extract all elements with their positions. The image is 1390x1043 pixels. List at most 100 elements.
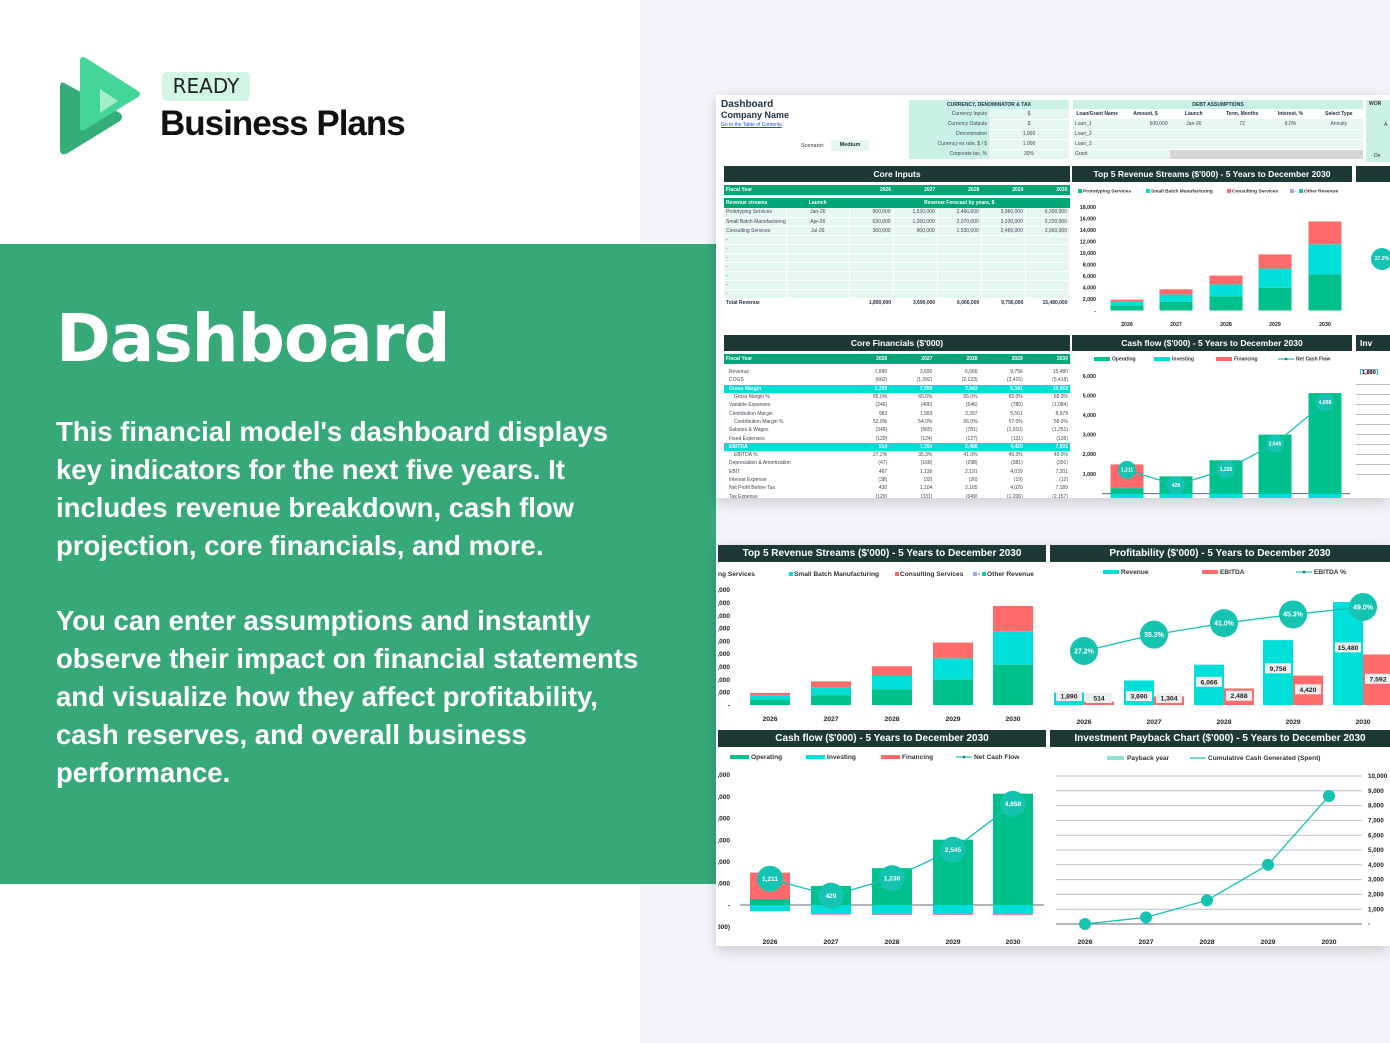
table-cell[interactable] — [1025, 271, 1071, 281]
table-cell[interactable]: 3,960,000 — [1025, 226, 1071, 236]
table-cell[interactable] — [981, 289, 1026, 299]
table-cell[interactable] — [1169, 139, 1218, 150]
table-cell[interactable]: Jan-26 — [786, 208, 850, 218]
table-cell[interactable] — [1025, 280, 1071, 290]
table-cell[interactable] — [849, 271, 894, 281]
table-cell[interactable] — [1266, 139, 1315, 150]
table-cell[interactable] — [1121, 139, 1170, 150]
table-cell[interactable]: Annuity — [1314, 119, 1363, 130]
table-cell[interactable]: Apr-26 — [786, 217, 850, 227]
table-cell[interactable]: 900,000 — [849, 208, 894, 218]
table-cell[interactable] — [937, 280, 982, 290]
table-cell: 4,039 — [1010, 468, 1023, 475]
table-cell[interactable] — [786, 235, 850, 245]
table-cell[interactable] — [1217, 149, 1267, 160]
table-cell[interactable]: 1,530,000 — [937, 226, 982, 236]
table-cell[interactable] — [1025, 253, 1071, 263]
table-cell[interactable] — [1121, 129, 1170, 140]
row-value[interactable]: 30% — [989, 149, 1069, 160]
table-cell[interactable] — [937, 262, 982, 272]
table-cell[interactable] — [981, 235, 1026, 245]
table-cell[interactable]: 500,000 — [1121, 119, 1170, 130]
company-name: Company Name — [721, 110, 790, 120]
table-cell[interactable]: Jan-26 — [1169, 119, 1218, 130]
table-cell[interactable] — [937, 244, 982, 254]
cashflow-chart-panel: Cash flow ($'000) - 5 Years to December … — [718, 730, 1046, 946]
table-cell[interactable] — [1217, 129, 1267, 140]
table-cell[interactable] — [849, 280, 894, 290]
table-cell[interactable] — [1025, 244, 1071, 254]
table-cell[interactable] — [786, 253, 850, 263]
table-cell[interactable] — [786, 280, 850, 290]
table-cell[interactable] — [786, 244, 850, 254]
table-cell[interactable] — [981, 271, 1026, 281]
hero-band — [0, 244, 716, 884]
table-cell[interactable]: 3,960,000 — [981, 208, 1026, 218]
table-cell[interactable] — [849, 262, 894, 272]
row-value[interactable]: $ — [989, 109, 1069, 120]
scenario-select[interactable]: Medium — [831, 140, 869, 151]
y-tick-label: 2,000 — [718, 690, 730, 697]
table-cell[interactable] — [893, 235, 938, 245]
table-cell[interactable] — [893, 280, 938, 290]
table-cell[interactable] — [937, 235, 982, 245]
table-cell[interactable] — [786, 289, 850, 299]
table-cell[interactable] — [786, 271, 850, 281]
table-cell[interactable] — [981, 280, 1026, 290]
row-value[interactable]: 1,000 — [989, 129, 1069, 140]
table-cell[interactable] — [849, 289, 894, 299]
table-cell[interactable] — [1169, 129, 1218, 140]
table-cell[interactable] — [1314, 139, 1363, 150]
table-cell[interactable] — [849, 244, 894, 254]
table-cell[interactable] — [981, 253, 1026, 263]
bar-investing — [1308, 493, 1342, 498]
data-label-box — [1126, 691, 1152, 701]
table-cell[interactable]: 6,300,000 — [1025, 208, 1071, 218]
table-cell[interactable] — [1025, 262, 1071, 272]
toc-link[interactable]: Go to the Table of Contents — [721, 122, 782, 128]
x-tick-label: 2030 — [1005, 939, 1020, 946]
table-cell[interactable]: Jul-26 — [786, 226, 850, 236]
table-cell[interactable] — [1314, 149, 1363, 160]
legend-label: Operating — [1112, 357, 1136, 363]
table-cell[interactable]: 2,466,000 — [981, 226, 1026, 236]
table-cell[interactable] — [1217, 139, 1267, 150]
table-cell[interactable] — [1025, 289, 1071, 299]
table-cell[interactable] — [849, 253, 894, 263]
table-cell[interactable]: 2,466,000 — [937, 208, 982, 218]
table-cell[interactable]: 2,070,000 — [937, 217, 982, 227]
table-cell[interactable]: 630,000 — [849, 217, 894, 227]
table-cell[interactable] — [1169, 149, 1218, 160]
table-cell[interactable]: 5,220,000 — [1025, 217, 1071, 227]
table-cell[interactable] — [937, 289, 982, 299]
table-cell[interactable] — [981, 262, 1026, 272]
table-cell[interactable] — [1266, 129, 1315, 140]
row-value[interactable]: 1.000 — [989, 139, 1069, 150]
table-cell[interactable]: 72 — [1217, 119, 1267, 130]
table-cell[interactable] — [893, 253, 938, 263]
table-cell[interactable]: 1,530,000 — [893, 208, 938, 218]
bar-prototyping-services — [933, 679, 973, 705]
bar-prototyping-services — [750, 699, 790, 705]
table-cell[interactable]: 3,330,000 — [981, 217, 1026, 227]
table-cell[interactable] — [937, 271, 982, 281]
table-cell[interactable] — [981, 244, 1026, 254]
table-cell[interactable] — [893, 289, 938, 299]
table-cell[interactable] — [1314, 129, 1363, 140]
table-cell[interactable] — [786, 262, 850, 272]
table-cell[interactable]: 360,000 — [849, 226, 894, 236]
table-cell[interactable]: 8.0% — [1266, 119, 1315, 130]
table-cell[interactable]: 1,260,000 — [893, 217, 938, 227]
table-cell[interactable] — [893, 271, 938, 281]
table-cell[interactable] — [937, 253, 982, 263]
table-cell[interactable] — [893, 244, 938, 254]
table-cell[interactable] — [849, 235, 894, 245]
table-cell[interactable] — [1025, 235, 1071, 245]
table-cell[interactable] — [1121, 149, 1170, 160]
table-cell[interactable] — [893, 262, 938, 272]
table-cell[interactable]: 900,000 — [893, 226, 938, 236]
y-tick-label: 6,000 — [1083, 274, 1096, 280]
row-value[interactable]: $ — [989, 119, 1069, 130]
table-cell[interactable] — [1266, 149, 1315, 160]
y-tick-label: 2,000 — [718, 859, 730, 866]
